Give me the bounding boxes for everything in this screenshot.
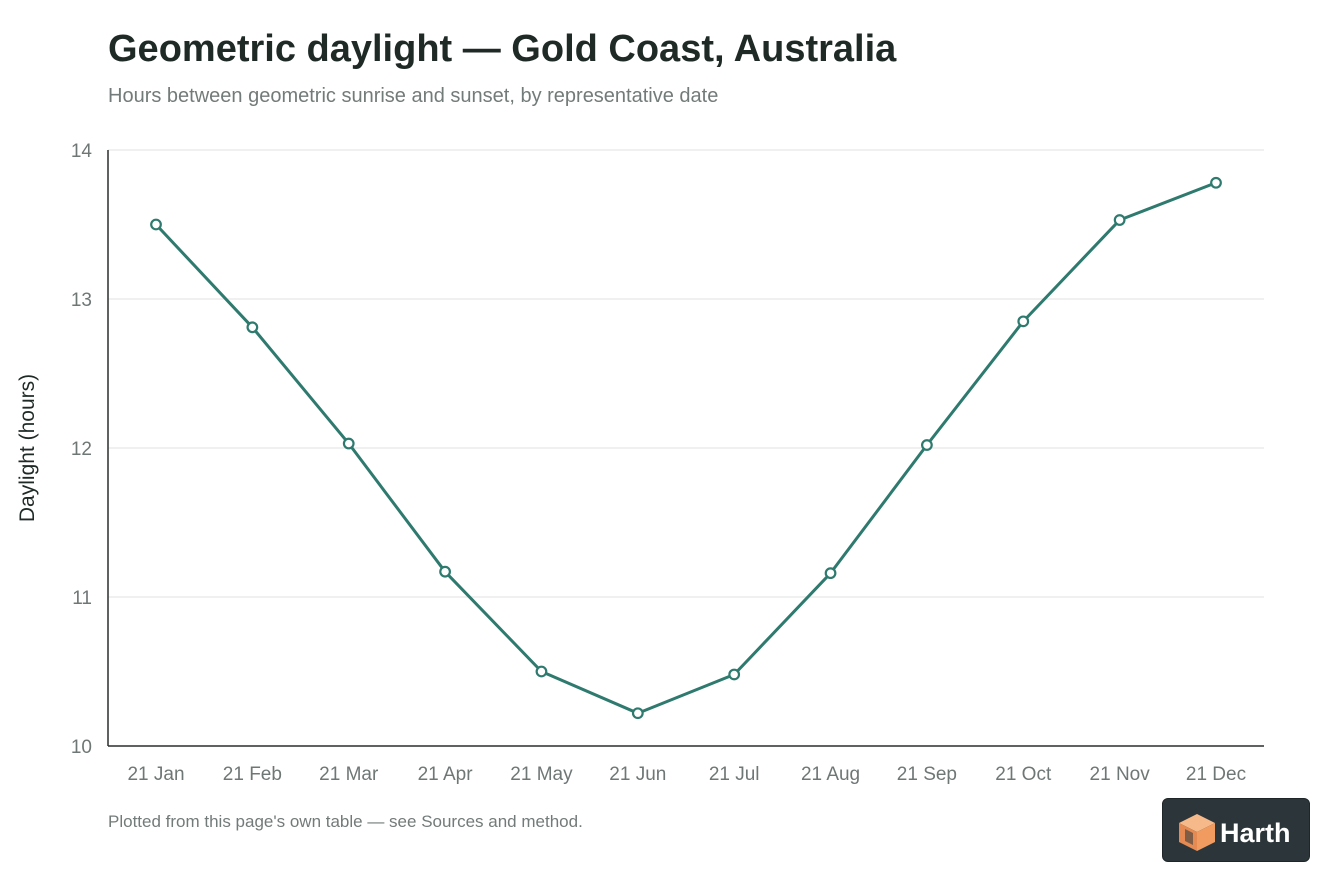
chart-subtitle: Hours between geometric sunrise and suns… xyxy=(108,85,719,107)
grid-lines xyxy=(108,149,1264,598)
y-tick-labels: 10 11 12 13 14 xyxy=(71,141,93,758)
x-tick-label: 21 Oct xyxy=(995,764,1052,785)
footnote: Plotted from this page's own table — see… xyxy=(108,812,583,831)
logo-text: Harth xyxy=(1220,818,1291,848)
axes xyxy=(107,150,1264,747)
x-tick-label: 21 Apr xyxy=(418,764,474,785)
data-point xyxy=(824,567,837,580)
x-tick-label: 21 Nov xyxy=(1090,764,1151,785)
data-point xyxy=(1017,315,1030,328)
data-point xyxy=(150,218,162,231)
data-point xyxy=(342,437,355,450)
x-tick-label: 21 Sep xyxy=(897,764,957,785)
harth-logo: Harth xyxy=(1162,798,1310,862)
data-point xyxy=(631,707,644,720)
data-point xyxy=(1113,214,1126,226)
data-point xyxy=(921,439,933,451)
x-tick-label: 21 Dec xyxy=(1186,764,1246,785)
data-point xyxy=(1210,176,1222,189)
x-tick-label: 21 Jun xyxy=(609,764,666,785)
y-tick-label: 10 xyxy=(71,737,92,758)
chart-title: Geometric daylight — Gold Coast, Austral… xyxy=(108,28,897,70)
x-tick-label: 21 Aug xyxy=(801,764,860,785)
data-point xyxy=(535,665,548,678)
y-tick-label: 14 xyxy=(71,141,93,162)
data-point xyxy=(728,668,741,681)
y-axis-label: Daylight (hours) xyxy=(16,374,39,522)
x-tick-labels: 21 Jan 21 Feb 21 Mar 21 Apr 21 May 21 Jun 21 J… xyxy=(127,764,1246,785)
x-tick-label: 21 Jul xyxy=(709,764,760,785)
x-tick-label: 21 Jan xyxy=(127,764,184,785)
data-point xyxy=(246,321,259,334)
x-tick-label: 21 Feb xyxy=(223,764,282,785)
series-line xyxy=(154,181,1218,715)
y-tick-label: 12 xyxy=(71,439,92,460)
y-tick-label: 11 xyxy=(72,588,92,609)
line-chart: 10 11 12 13 14 21 Jan 21 Feb 21 Mar 21 Apr 21 Ma… xyxy=(16,141,1264,785)
x-tick-label: 21 May xyxy=(510,764,573,785)
x-tick-label: 21 Mar xyxy=(319,764,379,785)
y-tick-label: 13 xyxy=(71,290,92,311)
series xyxy=(150,176,1222,720)
orange-cube-icon xyxy=(1179,814,1215,851)
data-point xyxy=(439,565,451,578)
